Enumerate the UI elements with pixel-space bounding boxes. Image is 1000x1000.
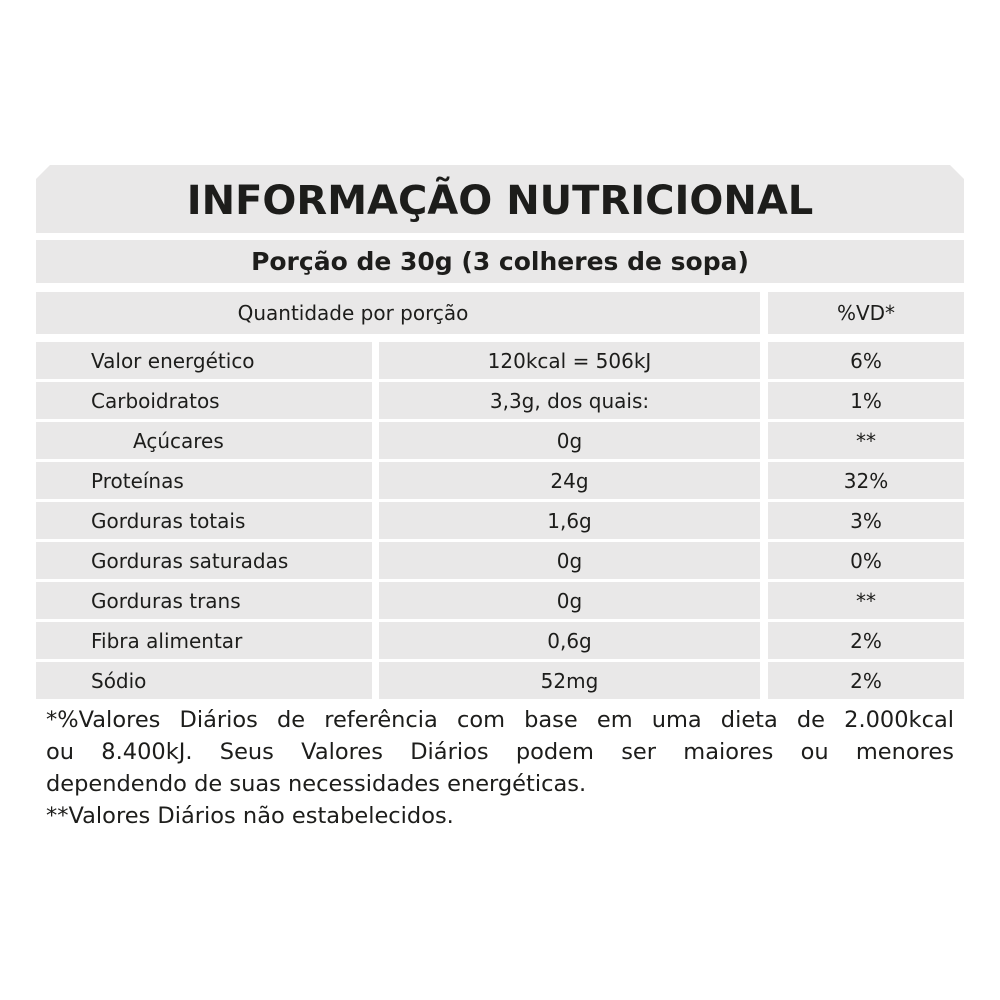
- table-row-dv-cell: **: [768, 582, 964, 619]
- nutrient-dv: 6%: [850, 348, 882, 373]
- nutrient-name: Valor energético: [91, 348, 255, 373]
- table-title-cell: INFORMAÇÃO NUTRICIONAL: [36, 165, 964, 233]
- footnotes: *%Valores Diários de referência com base…: [46, 704, 954, 832]
- footnote-line: **Valores Diários não estabelecidos.: [46, 803, 454, 829]
- table-row-amount-cell: 0g: [379, 542, 760, 579]
- table-title: INFORMAÇÃO NUTRICIONAL: [186, 178, 814, 224]
- nutrient-amount: 3,3g, dos quais:: [489, 388, 650, 413]
- nutrient-name: Gorduras totais: [91, 508, 246, 533]
- nutrient-name: Carboidratos: [91, 388, 220, 413]
- nutrient-amount: 0g: [556, 428, 583, 453]
- nutrient-name: Gorduras saturadas: [91, 548, 289, 573]
- footnote-line: ou 8.400kJ. Seus Valores Diários podem s…: [46, 739, 954, 765]
- table-row-name-cell: Açúcares: [36, 422, 372, 459]
- header-dv-cell: %VD*: [768, 292, 964, 334]
- nutrient-name: Fibra alimentar: [91, 628, 243, 653]
- table-row-name-cell: Valor energético: [36, 342, 372, 379]
- nutrient-amount: 24g: [550, 468, 589, 493]
- nutrient-dv: 0%: [850, 548, 882, 573]
- table-row-amount-cell: 0,6g: [379, 622, 760, 659]
- table-row-name-cell: Gorduras totais: [36, 502, 372, 539]
- nutrient-dv: 1%: [850, 388, 882, 413]
- header-dv: %VD*: [836, 301, 896, 325]
- nutrient-dv: 3%: [850, 508, 882, 533]
- table-row-dv-cell: 2%: [768, 622, 964, 659]
- nutrient-amount: 0g: [556, 588, 583, 613]
- portion-size: Porção de 30g (3 colheres de sopa): [251, 247, 749, 276]
- table-row-amount-cell: 3,3g, dos quais:: [379, 382, 760, 419]
- table-row-dv-cell: 0%: [768, 542, 964, 579]
- table-row-dv-cell: 1%: [768, 382, 964, 419]
- nutrient-name: Proteínas: [91, 468, 184, 493]
- table-row-name-cell: Proteínas: [36, 462, 372, 499]
- table-row-name-cell: Gorduras trans: [36, 582, 372, 619]
- table-row-amount-cell: 24g: [379, 462, 760, 499]
- nutrient-dv: **: [856, 588, 876, 613]
- table-row-amount-cell: 0g: [379, 422, 760, 459]
- footnote-line: *%Valores Diários de referência com base…: [46, 707, 954, 733]
- header-quantity-cell: Quantidade por porção: [36, 292, 760, 334]
- nutrient-name: Gorduras trans: [91, 588, 241, 613]
- table-row-dv-cell: 2%: [768, 662, 964, 699]
- table-row-dv-cell: 32%: [768, 462, 964, 499]
- table-row-amount-cell: 1,6g: [379, 502, 760, 539]
- table-row-dv-cell: 6%: [768, 342, 964, 379]
- nutrient-name: Açúcares: [133, 428, 224, 453]
- footnote-line: dependendo de suas necessidades energéti…: [46, 771, 587, 797]
- nutrient-dv: **: [856, 428, 876, 453]
- table-row-name-cell: Sódio: [36, 662, 372, 699]
- table-row-dv-cell: 3%: [768, 502, 964, 539]
- table-row-name-cell: Fibra alimentar: [36, 622, 372, 659]
- table-row-amount-cell: 0g: [379, 582, 760, 619]
- nutrient-dv: 2%: [850, 668, 882, 693]
- table-row-dv-cell: **: [768, 422, 964, 459]
- portion-cell: Porção de 30g (3 colheres de sopa): [36, 240, 964, 283]
- nutrient-dv: 32%: [843, 468, 889, 493]
- header-quantity: Quantidade por porção: [237, 301, 469, 325]
- nutrient-name: Sódio: [91, 668, 147, 693]
- table-row-amount-cell: 120kcal = 506kJ: [379, 342, 760, 379]
- nutrient-amount: 120kcal = 506kJ: [487, 348, 652, 373]
- nutrient-dv: 2%: [850, 628, 882, 653]
- table-row-amount-cell: 52mg: [379, 662, 760, 699]
- nutrient-amount: 0,6g: [547, 628, 592, 653]
- table-row-name-cell: Gorduras saturadas: [36, 542, 372, 579]
- table-row-name-cell: Carboidratos: [36, 382, 372, 419]
- nutrient-amount: 0g: [556, 548, 583, 573]
- nutrient-amount: 1,6g: [547, 508, 592, 533]
- nutrient-amount: 52mg: [540, 668, 599, 693]
